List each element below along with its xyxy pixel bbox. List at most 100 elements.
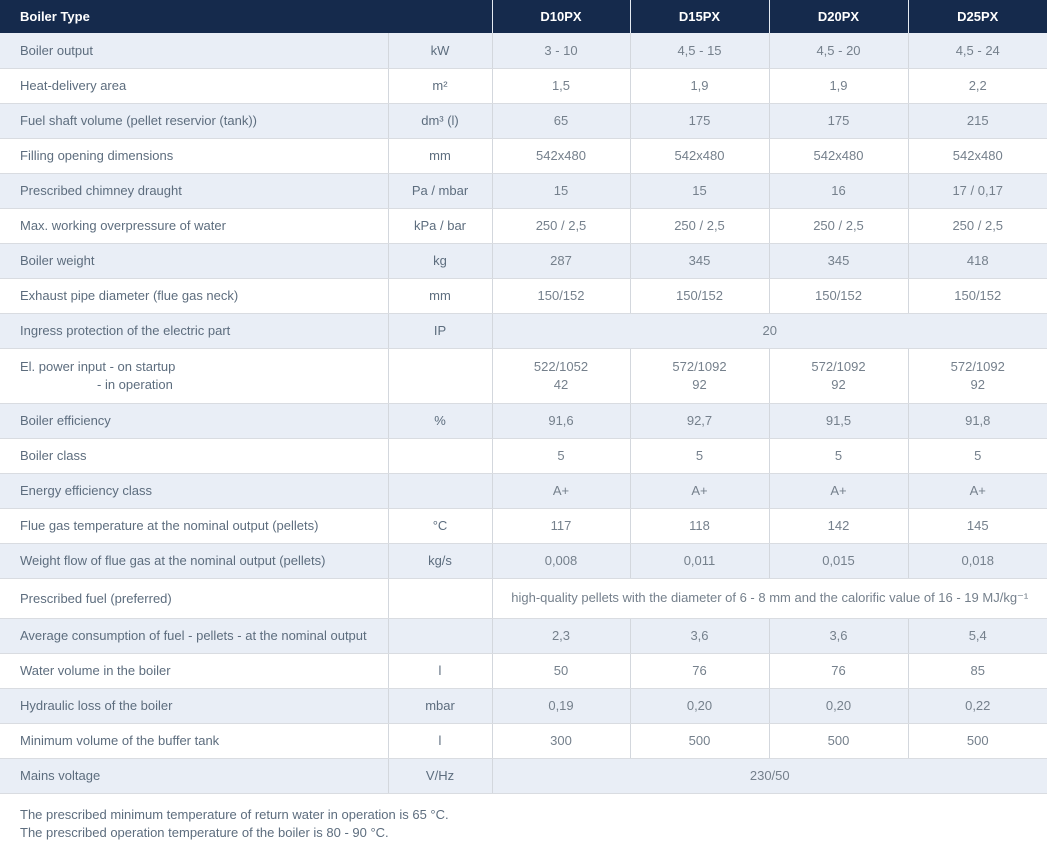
table-row-boiler-efficiency: Boiler efficiency % 91,6 92,7 91,5 91,8 [0, 403, 1047, 439]
value-cell: 345 [629, 243, 769, 279]
row-unit [387, 618, 492, 654]
value-cell: 15 [491, 173, 630, 209]
header-col-d15px: D15PX [629, 0, 769, 33]
value-cell: 572/1092 92 [768, 348, 908, 404]
value-line-operation: 92 [692, 376, 707, 392]
value-cell: 287 [491, 243, 630, 279]
row-unit: kPa / bar [387, 208, 492, 244]
row-label: Mains voltage [0, 758, 388, 794]
value-cell: 542x480 [907, 138, 1047, 174]
value-cell: 175 [629, 103, 769, 139]
row-label: Ingress protection of the electric part [0, 313, 388, 349]
value-cell: 150/152 [491, 278, 630, 314]
value-cell: 3 - 10 [491, 33, 630, 69]
row-label: Exhaust pipe diameter (flue gas neck) [0, 278, 388, 314]
value-cell: 572/1092 92 [629, 348, 769, 404]
value-cell: 117 [491, 508, 630, 544]
row-label: Average consumption of fuel - pellets - … [0, 618, 388, 654]
row-label: Filling opening dimensions [0, 138, 388, 174]
row-label: Boiler efficiency [0, 403, 388, 439]
table-row-hydraulic-loss: Hydraulic loss of the boiler mbar 0,19 0… [0, 688, 1047, 724]
row-unit: kW [387, 33, 492, 69]
footnote-return-water-temperature: The prescribed minimum temperature of re… [20, 806, 449, 822]
row-label: Max. working overpressure of water [0, 208, 388, 244]
value-line-operation: 92 [970, 376, 985, 392]
value-cell: 0,011 [629, 543, 769, 579]
value-cell: 522/1052 42 [491, 348, 630, 404]
value-cell: 418 [907, 243, 1047, 279]
row-label: Boiler class [0, 438, 388, 474]
table-row-water-volume: Water volume in the boiler l 50 76 76 85 [0, 653, 1047, 689]
value-cell: 215 [907, 103, 1047, 139]
header-row: Boiler Type D10PX D15PX D20PX D25PX [0, 0, 1047, 33]
row-label: Weight flow of flue gas at the nominal o… [0, 543, 388, 579]
value-cell: 145 [907, 508, 1047, 544]
row-unit [387, 473, 492, 509]
table-body: Boiler output kW 3 - 10 4,5 - 15 4,5 - 2… [0, 33, 1047, 794]
spanning-value-cell: high-quality pellets with the diameter o… [491, 578, 1047, 619]
value-cell: 1,9 [629, 68, 769, 104]
value-cell: 572/1092 92 [907, 348, 1047, 404]
value-cell: 542x480 [629, 138, 769, 174]
value-cell: 76 [768, 653, 908, 689]
value-cell: 118 [629, 508, 769, 544]
row-unit: l [387, 723, 492, 759]
table-row-flue-gas-temperature: Flue gas temperature at the nominal outp… [0, 508, 1047, 544]
value-cell: 542x480 [491, 138, 630, 174]
header-col-d20px: D20PX [768, 0, 908, 33]
row-label: Minimum volume of the buffer tank [0, 723, 388, 759]
value-line-startup: 572/1092 [950, 358, 1005, 374]
row-unit: mbar [387, 688, 492, 724]
value-cell: 15 [629, 173, 769, 209]
value-cell: 91,8 [907, 403, 1047, 439]
table-row-energy-efficiency-class: Energy efficiency class A+ A+ A+ A+ [0, 473, 1047, 509]
value-cell: 500 [907, 723, 1047, 759]
row-label-line1: El. power input - on startup [20, 358, 176, 374]
row-unit: IP [387, 313, 492, 349]
value-cell: 1,5 [491, 68, 630, 104]
value-cell: 50 [491, 653, 630, 689]
value-cell: 175 [768, 103, 908, 139]
row-unit [387, 578, 492, 619]
header-boiler-type: Boiler Type [0, 0, 492, 33]
value-cell: 3,6 [768, 618, 908, 654]
value-cell: 0,22 [907, 688, 1047, 724]
value-cell: 16 [768, 173, 908, 209]
value-cell: 65 [491, 103, 630, 139]
table-row-chimney-draught: Prescribed chimney draught Pa / mbar 15 … [0, 173, 1047, 209]
value-cell: 300 [491, 723, 630, 759]
row-label: Water volume in the boiler [0, 653, 388, 689]
row-unit: mm [387, 278, 492, 314]
table-row-weight-flow-flue-gas: Weight flow of flue gas at the nominal o… [0, 543, 1047, 579]
value-cell: 542x480 [768, 138, 908, 174]
value-cell: 345 [768, 243, 908, 279]
value-cell: 150/152 [768, 278, 908, 314]
value-cell: 500 [768, 723, 908, 759]
row-label: Prescribed chimney draught [0, 173, 388, 209]
boiler-spec-table: Boiler Type D10PX D15PX D20PX D25PX Boil… [0, 0, 1047, 794]
value-cell: 76 [629, 653, 769, 689]
table-row-mains-voltage: Mains voltage V/Hz 230/50 [0, 758, 1047, 794]
value-cell: 0,20 [629, 688, 769, 724]
value-cell: 85 [907, 653, 1047, 689]
value-cell: 500 [629, 723, 769, 759]
value-cell: 91,6 [491, 403, 630, 439]
value-line-startup: 572/1092 [811, 358, 866, 374]
value-cell: 3,6 [629, 618, 769, 654]
spanning-value-cell: 20 [491, 313, 1047, 349]
value-cell: 2,3 [491, 618, 630, 654]
value-cell: 91,5 [768, 403, 908, 439]
row-unit: Pa / mbar [387, 173, 492, 209]
value-cell: 0,008 [491, 543, 630, 579]
value-cell: A+ [768, 473, 908, 509]
value-cell: 92,7 [629, 403, 769, 439]
value-cell: 0,015 [768, 543, 908, 579]
row-label: Flue gas temperature at the nominal outp… [0, 508, 388, 544]
value-cell: 5,4 [907, 618, 1047, 654]
row-unit [387, 348, 492, 404]
value-cell: 0,19 [491, 688, 630, 724]
row-unit: mm [387, 138, 492, 174]
table-row-prescribed-fuel: Prescribed fuel (preferred) high-quality… [0, 578, 1047, 619]
row-label: El. power input - on startup - in operat… [0, 348, 388, 404]
value-cell: 150/152 [907, 278, 1047, 314]
